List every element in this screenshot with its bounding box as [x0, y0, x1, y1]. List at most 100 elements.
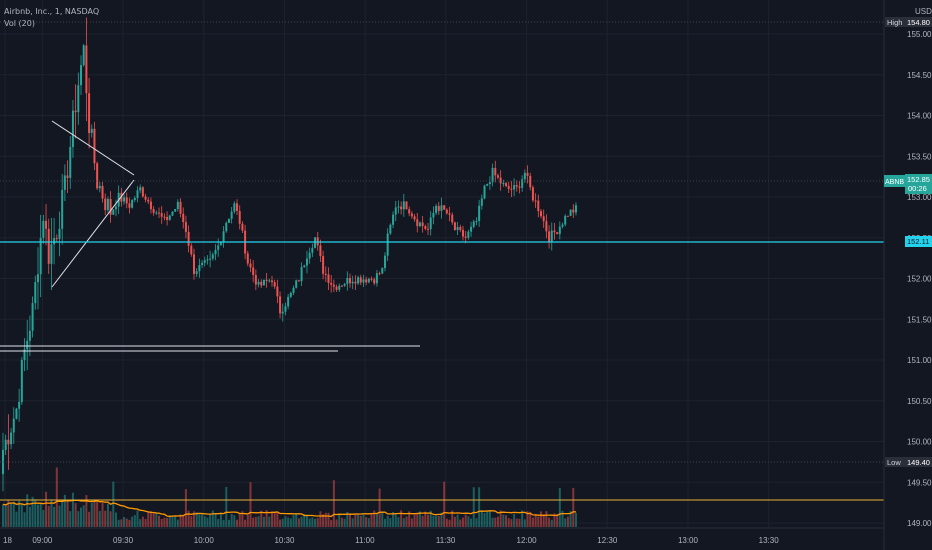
volume-bar — [260, 510, 263, 527]
volume-bar — [367, 518, 370, 527]
candle-body — [190, 245, 193, 255]
volume-bar — [192, 511, 195, 527]
triangle-drawing-upper[interactable] — [51, 120, 135, 176]
candle-body — [534, 200, 537, 202]
candle-body — [80, 65, 83, 86]
volume-bar — [36, 504, 39, 527]
volume-bar — [23, 512, 26, 527]
volume-bar — [155, 512, 158, 527]
volume-bar — [69, 511, 72, 527]
candle-body — [168, 215, 171, 220]
volume-bar — [467, 516, 470, 527]
volume-bar — [287, 517, 290, 527]
candle-body — [311, 247, 314, 253]
volume-bar — [182, 515, 185, 527]
candle-body — [373, 279, 376, 284]
candle-body — [144, 196, 147, 200]
volume-bar — [201, 513, 204, 527]
candle-body — [418, 222, 421, 227]
candle-body — [521, 179, 524, 188]
candle-body — [233, 203, 236, 212]
candle-body — [402, 201, 405, 210]
candle-body — [104, 198, 107, 211]
volume-bar — [257, 516, 260, 527]
candle-body — [34, 282, 37, 304]
volume-bar — [109, 511, 112, 527]
candle-body — [96, 163, 99, 189]
candle-body — [61, 189, 64, 229]
volume-bar — [359, 515, 362, 527]
candle-body — [408, 209, 411, 214]
candle-body — [12, 418, 15, 433]
volume-indicator-title[interactable]: Vol (20) — [4, 19, 35, 28]
volume-bar — [381, 511, 384, 527]
candle-body — [289, 292, 292, 297]
candle-body — [421, 222, 424, 227]
low-marker-value: 149.40 — [907, 458, 930, 467]
chart-legend[interactable]: Airbnb, Inc., 1, NASDAQ Vol (20) — [4, 6, 99, 30]
candle-body — [569, 209, 572, 216]
candle-body — [271, 280, 273, 283]
volume-bar — [96, 500, 99, 527]
triangle-drawing-lower[interactable] — [51, 179, 135, 288]
candle-body — [182, 213, 185, 223]
time-tick-label: 09:30 — [113, 536, 134, 545]
candle-body — [198, 265, 201, 272]
candle-body — [378, 273, 381, 275]
volume-bar — [448, 519, 451, 527]
candle-body — [160, 213, 163, 217]
time-tick-label: 10:30 — [274, 536, 295, 545]
candle-body — [405, 201, 408, 210]
time-tick-label: 10:00 — [194, 536, 215, 545]
candle-body — [308, 252, 311, 259]
volume-bar — [63, 494, 66, 527]
volume-bar — [152, 512, 155, 527]
candle-body — [292, 287, 295, 293]
volume-bar — [386, 515, 389, 527]
volume-bar — [85, 495, 88, 527]
time-axis[interactable]: 18 09:00 09:30 10:00 10:30 11:00 11:30 12:00 12:… — [3, 536, 779, 545]
volume-bar — [139, 519, 142, 527]
candle-body — [432, 213, 435, 218]
volume-bar — [569, 511, 572, 527]
volume-bar — [550, 519, 553, 527]
price-axis[interactable]: 155.00154.50154.00153.50153.00152.50152.… — [907, 30, 932, 528]
candle-body — [273, 282, 276, 287]
volume-bar — [42, 510, 45, 527]
high-marker-label: High — [887, 18, 902, 27]
candle-body — [523, 172, 526, 180]
candle-body — [136, 190, 139, 198]
symbol-title[interactable]: Airbnb, Inc., 1, NASDAQ — [4, 7, 100, 16]
volume-bar — [548, 517, 551, 527]
volume-bar — [418, 511, 421, 527]
candle-body — [203, 260, 206, 263]
volume-bar — [190, 516, 193, 527]
volume-bar — [370, 514, 373, 527]
volume-bar — [400, 510, 403, 527]
candle-body — [300, 267, 303, 282]
candle-body — [7, 439, 10, 445]
hline-price-marker: 152.11 — [905, 236, 932, 247]
volume-bar — [147, 511, 150, 527]
volume-bar — [319, 511, 322, 527]
volume-bar — [330, 519, 333, 527]
volume-bar — [28, 506, 31, 527]
candle-body — [141, 187, 144, 197]
candle-body — [163, 216, 166, 218]
volume-bar — [136, 510, 139, 527]
candle-body — [496, 175, 499, 178]
candle-body — [338, 285, 341, 290]
volume-bar — [408, 511, 411, 527]
candle-body — [515, 185, 518, 187]
volume-bar — [128, 519, 131, 527]
candle-body — [513, 185, 516, 190]
volume-bar — [440, 512, 443, 527]
candle-body — [556, 232, 559, 235]
candle-body — [483, 185, 486, 199]
candle-body — [287, 296, 290, 307]
volume-bar — [499, 510, 502, 527]
high-marker-value: 154.80 — [907, 18, 930, 27]
candle-body — [370, 278, 373, 280]
candle-body — [230, 211, 233, 219]
